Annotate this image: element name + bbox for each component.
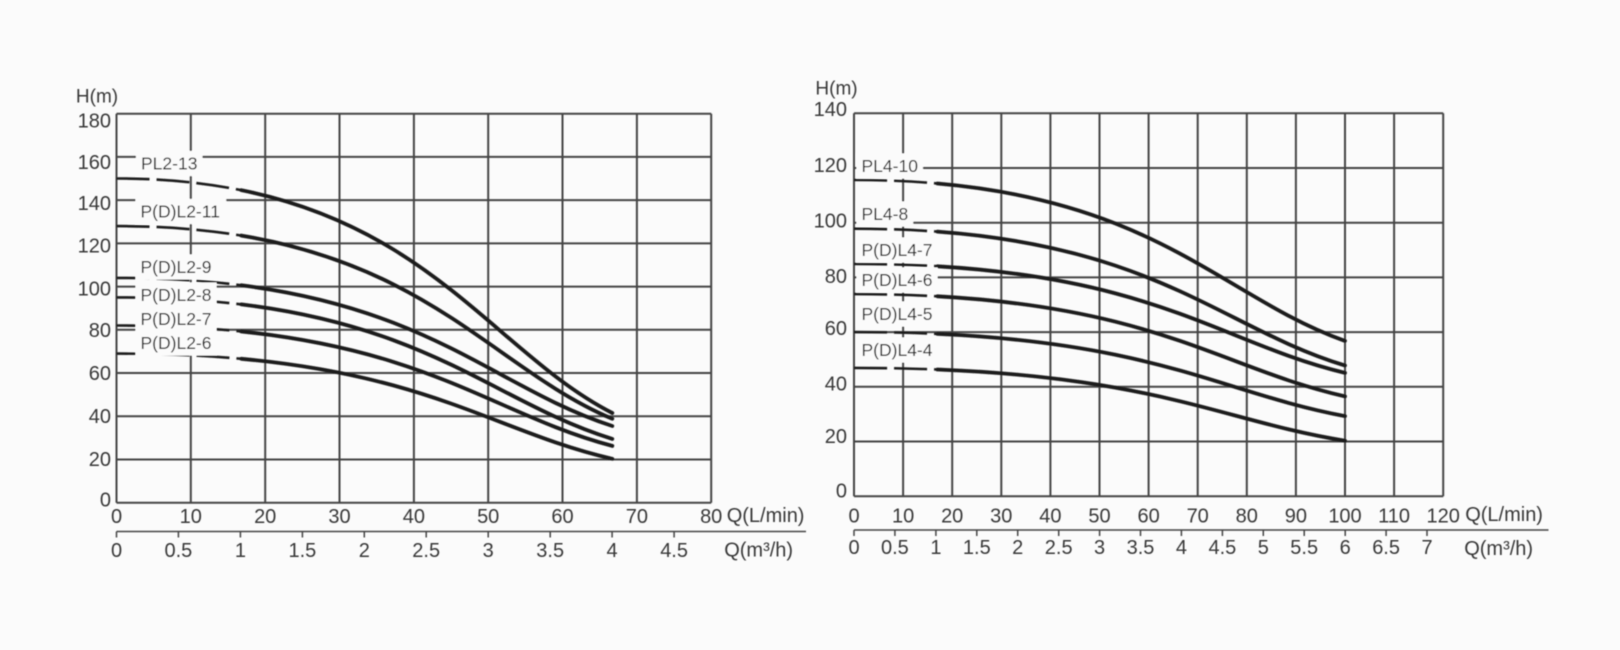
svg-text:3: 3 [1094, 537, 1105, 559]
svg-text:20: 20 [89, 449, 111, 471]
svg-text:4: 4 [607, 540, 618, 562]
svg-text:6.5: 6.5 [1372, 537, 1400, 559]
svg-text:2.5: 2.5 [1045, 537, 1073, 559]
svg-text:70: 70 [1187, 506, 1209, 528]
svg-text:140: 140 [78, 193, 111, 215]
svg-text:0: 0 [836, 481, 847, 503]
svg-text:60: 60 [825, 318, 847, 340]
svg-text:30: 30 [990, 506, 1012, 528]
svg-text:0.5: 0.5 [164, 540, 192, 562]
svg-text:1.5: 1.5 [963, 537, 991, 559]
svg-text:7: 7 [1421, 537, 1432, 559]
svg-text:0: 0 [111, 540, 122, 562]
svg-text:90: 90 [1285, 506, 1307, 528]
svg-text:Q(L/min): Q(L/min) [727, 505, 805, 527]
svg-text:80: 80 [89, 320, 111, 342]
svg-text:2.5: 2.5 [412, 540, 440, 562]
svg-text:140: 140 [814, 99, 847, 121]
svg-text:20: 20 [825, 426, 847, 448]
svg-text:100: 100 [1328, 506, 1361, 528]
svg-text:1: 1 [930, 537, 941, 559]
svg-text:4.5: 4.5 [1208, 537, 1236, 559]
svg-text:1.5: 1.5 [288, 540, 316, 562]
svg-text:4: 4 [1176, 537, 1187, 559]
svg-text:0: 0 [848, 537, 859, 559]
svg-text:PL4-8: PL4-8 [862, 204, 909, 224]
svg-text:P(D)L2-9: P(D)L2-9 [141, 257, 212, 277]
svg-text:Q(m³/h): Q(m³/h) [1464, 538, 1533, 560]
svg-text:P(D)L2-11: P(D)L2-11 [141, 202, 220, 222]
svg-text:30: 30 [328, 506, 350, 528]
svg-text:20: 20 [941, 506, 963, 528]
svg-text:3: 3 [483, 540, 494, 562]
svg-text:1: 1 [235, 540, 246, 562]
svg-text:40: 40 [89, 406, 111, 428]
svg-text:P(D)L4-7: P(D)L4-7 [862, 240, 933, 260]
svg-text:110: 110 [1378, 506, 1410, 528]
svg-text:5.5: 5.5 [1290, 537, 1318, 559]
svg-text:2: 2 [359, 540, 370, 562]
svg-text:80: 80 [700, 506, 722, 528]
svg-text:0: 0 [848, 506, 859, 528]
svg-text:40: 40 [403, 506, 425, 528]
svg-text:H(m): H(m) [815, 79, 857, 100]
svg-text:4.5: 4.5 [660, 540, 688, 562]
svg-text:50: 50 [1088, 506, 1110, 528]
svg-text:60: 60 [551, 506, 573, 528]
svg-text:60: 60 [1137, 506, 1159, 528]
svg-text:50: 50 [477, 506, 499, 528]
svg-text:PL4-10: PL4-10 [862, 156, 919, 176]
svg-text:180: 180 [78, 111, 111, 133]
svg-text:120: 120 [78, 235, 111, 257]
svg-text:P(D)L4-5: P(D)L4-5 [862, 304, 933, 324]
svg-text:100: 100 [814, 211, 847, 233]
svg-text:120: 120 [1427, 506, 1460, 528]
svg-text:120: 120 [814, 155, 847, 177]
svg-text:0: 0 [111, 506, 122, 528]
svg-text:3.5: 3.5 [1127, 537, 1155, 559]
svg-text:40: 40 [825, 374, 847, 396]
svg-text:40: 40 [1039, 506, 1061, 528]
svg-text:H(m): H(m) [76, 87, 118, 108]
svg-text:5: 5 [1258, 537, 1269, 559]
svg-text:PL2-13: PL2-13 [141, 154, 197, 174]
svg-text:10: 10 [180, 506, 202, 528]
svg-text:160: 160 [78, 152, 111, 174]
svg-text:80: 80 [825, 266, 847, 288]
svg-text:3.5: 3.5 [536, 540, 564, 562]
svg-text:2: 2 [1012, 537, 1023, 559]
svg-text:P(D)L2-6: P(D)L2-6 [141, 333, 212, 353]
svg-text:100: 100 [78, 279, 111, 301]
svg-text:P(D)L2-7: P(D)L2-7 [141, 309, 212, 329]
svg-text:60: 60 [89, 363, 111, 385]
svg-text:6: 6 [1340, 537, 1351, 559]
svg-text:10: 10 [892, 506, 914, 528]
svg-text:Q(L/min): Q(L/min) [1465, 504, 1543, 526]
svg-text:P(D)L2-8: P(D)L2-8 [141, 285, 212, 305]
svg-text:Q(m³/h): Q(m³/h) [724, 540, 793, 562]
svg-text:0: 0 [100, 490, 111, 512]
svg-text:80: 80 [1236, 506, 1258, 528]
svg-text:20: 20 [254, 506, 276, 528]
svg-text:70: 70 [626, 506, 648, 528]
svg-text:P(D)L4-6: P(D)L4-6 [862, 270, 933, 290]
svg-text:0.5: 0.5 [881, 537, 909, 559]
svg-text:P(D)L4-4: P(D)L4-4 [862, 340, 933, 360]
